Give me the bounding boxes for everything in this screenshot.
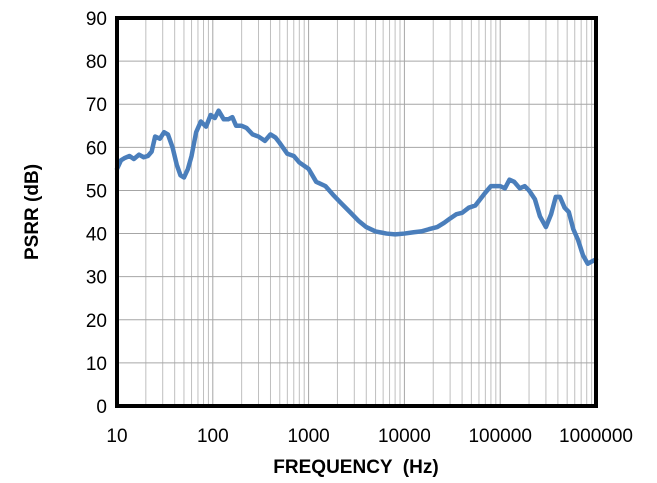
x-tick-label: 1000	[287, 426, 329, 447]
y-axis-tick-labels: 0 10 20 30 40 50 60 70 80 90	[86, 9, 107, 418]
series-layer	[114, 108, 599, 266]
y-tick-label: 60	[86, 138, 107, 159]
x-tick-label: 1000000	[559, 426, 633, 447]
y-tick-label: 20	[86, 311, 107, 332]
psrr-series-line	[114, 108, 599, 266]
plot-area-frame	[115, 16, 598, 408]
x-tick-label: 100	[197, 426, 229, 447]
major-gridlines	[116, 17, 597, 407]
y-tick-label: 0	[96, 397, 107, 418]
y-tick-label: 40	[86, 225, 107, 246]
x-tick-label: 10000	[378, 426, 431, 447]
x-tick-label: 100000	[468, 426, 531, 447]
y-tick-label: 10	[86, 354, 107, 375]
y-tick-label: 50	[86, 181, 107, 202]
y-tick-label: 80	[86, 52, 107, 73]
x-axis-tick-labels: 10 100 1000 10000 100000 1000000	[106, 426, 633, 447]
y-tick-label: 90	[86, 9, 107, 30]
y-tick-label: 30	[86, 268, 107, 289]
y-tick-label: 70	[86, 95, 107, 116]
minor-gridlines	[145, 18, 593, 406]
x-axis-title: FREQUENCY (Hz)	[273, 457, 438, 478]
x-tick-label: 10	[106, 426, 127, 447]
y-axis-title: PSRR (dB)	[22, 164, 43, 260]
